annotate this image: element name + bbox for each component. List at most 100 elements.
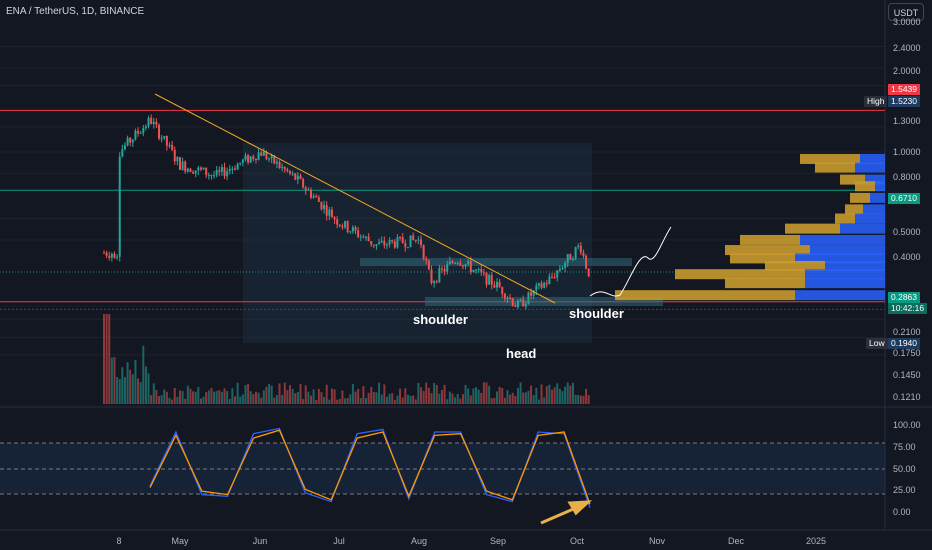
volume-bar	[199, 398, 202, 404]
volume-bar	[577, 394, 580, 404]
candle-body	[270, 155, 273, 159]
volume-profile-bar	[840, 223, 885, 234]
price-tick: 0.1210	[893, 392, 921, 402]
candle-body	[160, 138, 163, 140]
volume-bar	[289, 385, 292, 404]
volume-bar	[270, 385, 273, 404]
volume-bar	[425, 382, 428, 404]
candle-body	[409, 235, 412, 248]
candle-body	[213, 175, 216, 177]
candle-body	[443, 269, 446, 272]
candle-body	[433, 281, 436, 284]
volume-bar	[210, 388, 213, 404]
volume-bar	[173, 388, 176, 404]
candle-body	[189, 168, 192, 173]
arrow-annotation	[540, 500, 593, 525]
low-label: Low	[866, 338, 888, 349]
candle-body	[553, 276, 556, 278]
candle-body	[192, 172, 195, 174]
volume-bar	[317, 388, 320, 404]
volume-profile-bar	[825, 260, 885, 271]
candle-body	[375, 244, 378, 246]
volume-bar	[126, 362, 129, 404]
candle-body	[241, 159, 244, 163]
candle-body	[163, 135, 166, 139]
candle-body	[378, 242, 381, 245]
candle-body	[461, 265, 464, 267]
volume-bar	[137, 378, 140, 404]
volume-bar	[150, 395, 153, 404]
volume-bar	[467, 388, 470, 404]
volume-bar	[304, 385, 307, 404]
candle-body	[283, 166, 286, 170]
volume-bar	[215, 391, 218, 404]
volume-bar	[511, 392, 514, 404]
volume-bar	[349, 394, 352, 404]
candle-body	[278, 161, 281, 169]
projection-path	[589, 226, 672, 297]
currency-button[interactable]: USDT	[888, 3, 924, 21]
candle-body	[385, 244, 388, 246]
candle-body	[126, 137, 129, 146]
volume-bar	[553, 387, 556, 404]
price-tick: 3.0000	[893, 17, 921, 27]
volume-bar	[357, 388, 360, 404]
volume-bar	[344, 398, 347, 404]
volume-bar	[564, 386, 567, 404]
volume-bar	[330, 388, 333, 404]
candle-body	[197, 167, 200, 171]
volume-profile-bar	[805, 278, 885, 289]
price-tick: 1.3000	[893, 116, 921, 126]
volume-bar	[488, 385, 491, 404]
volume-bar	[273, 397, 276, 404]
candle-body	[173, 149, 176, 162]
candle-body	[372, 244, 375, 246]
volume-bar	[218, 390, 221, 404]
volume-profile-bar	[860, 153, 885, 164]
candle-body	[150, 117, 153, 124]
volume-profile-bar	[855, 213, 885, 224]
candle-body	[286, 169, 289, 172]
candle-body	[131, 139, 134, 143]
volume-bar	[192, 391, 195, 404]
candle-body	[420, 239, 423, 246]
candle-body	[532, 290, 535, 296]
volume-bar	[370, 386, 373, 404]
candle-body	[103, 252, 105, 254]
volume-bar	[480, 392, 483, 404]
volume-bar	[451, 393, 454, 404]
volume-bar	[585, 388, 588, 404]
candle-body	[579, 245, 582, 253]
candle-body	[152, 121, 155, 124]
volume-bar	[163, 389, 166, 404]
volume-bar	[388, 393, 391, 404]
volume-bar	[205, 392, 208, 404]
candle-body	[244, 155, 247, 160]
candle-body	[354, 227, 357, 231]
volume-bar	[551, 389, 554, 404]
volume-bar	[281, 395, 284, 404]
candle-body	[446, 264, 449, 272]
candle-body	[338, 224, 341, 226]
candle-body	[380, 240, 383, 243]
candle-body	[281, 166, 284, 169]
candle-body	[218, 170, 221, 172]
candle-body	[551, 276, 554, 278]
volume-bar	[244, 385, 247, 404]
volume-bar	[503, 397, 506, 404]
volume-bar	[375, 392, 378, 404]
candle-body	[406, 247, 409, 249]
candle-body	[239, 162, 242, 164]
volume-profile-bar	[675, 269, 805, 280]
time-tick: 8	[116, 536, 122, 546]
volume-bar	[184, 398, 187, 404]
candle-body	[370, 241, 373, 245]
volume-bar	[524, 392, 527, 404]
volume-bar	[530, 385, 533, 404]
candle-body	[341, 225, 344, 228]
price-tick: 2.4000	[893, 43, 921, 53]
candle-body	[275, 161, 278, 164]
candle-body	[299, 175, 302, 179]
candle-body	[176, 157, 179, 162]
